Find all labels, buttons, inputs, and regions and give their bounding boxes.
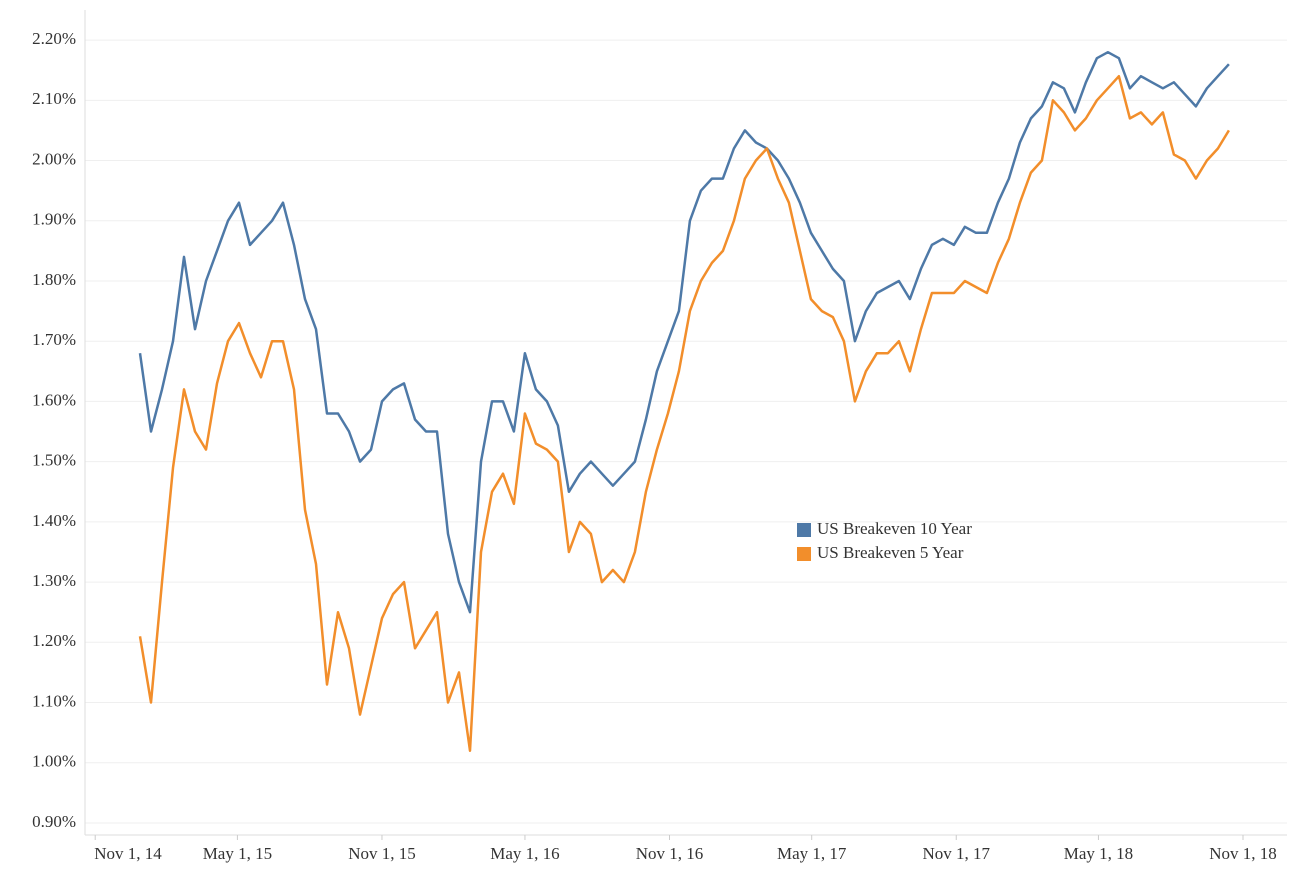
x-tick-label: Nov 1, 17 xyxy=(922,844,990,863)
y-tick-label: 2.20% xyxy=(32,29,76,48)
y-tick-label: 1.80% xyxy=(32,270,76,289)
x-tick-label: Nov 1, 18 xyxy=(1209,844,1277,863)
y-tick-label: 1.50% xyxy=(32,451,76,470)
y-tick-label: 1.00% xyxy=(32,752,76,771)
y-tick-label: 1.20% xyxy=(32,631,76,650)
y-tick-label: 2.10% xyxy=(32,89,76,108)
y-tick-label: 1.90% xyxy=(32,210,76,229)
x-tick-label: Nov 1, 15 xyxy=(348,844,416,863)
x-tick-label: May 1, 18 xyxy=(1064,844,1133,863)
y-tick-label: 1.10% xyxy=(32,691,76,710)
series-line xyxy=(138,50,1230,614)
y-tick-label: 1.40% xyxy=(32,511,76,530)
y-tick-label: 1.30% xyxy=(32,571,76,590)
legend-swatch xyxy=(797,523,811,537)
series-line xyxy=(138,74,1230,752)
legend-label: US Breakeven 5 Year xyxy=(817,543,964,562)
legend-label: US Breakeven 10 Year xyxy=(817,519,972,538)
y-tick-label: 0.90% xyxy=(32,812,76,831)
y-tick-label: 2.00% xyxy=(32,149,76,168)
x-tick-label: Nov 1, 16 xyxy=(636,844,704,863)
y-tick-label: 1.70% xyxy=(32,330,76,349)
y-tick-label: 1.60% xyxy=(32,390,76,409)
x-tick-label: May 1, 15 xyxy=(203,844,272,863)
legend-swatch xyxy=(797,547,811,561)
x-tick-label: May 1, 16 xyxy=(490,844,559,863)
x-tick-label: May 1, 17 xyxy=(777,844,847,863)
x-tick-label: Nov 1, 14 xyxy=(94,844,162,863)
